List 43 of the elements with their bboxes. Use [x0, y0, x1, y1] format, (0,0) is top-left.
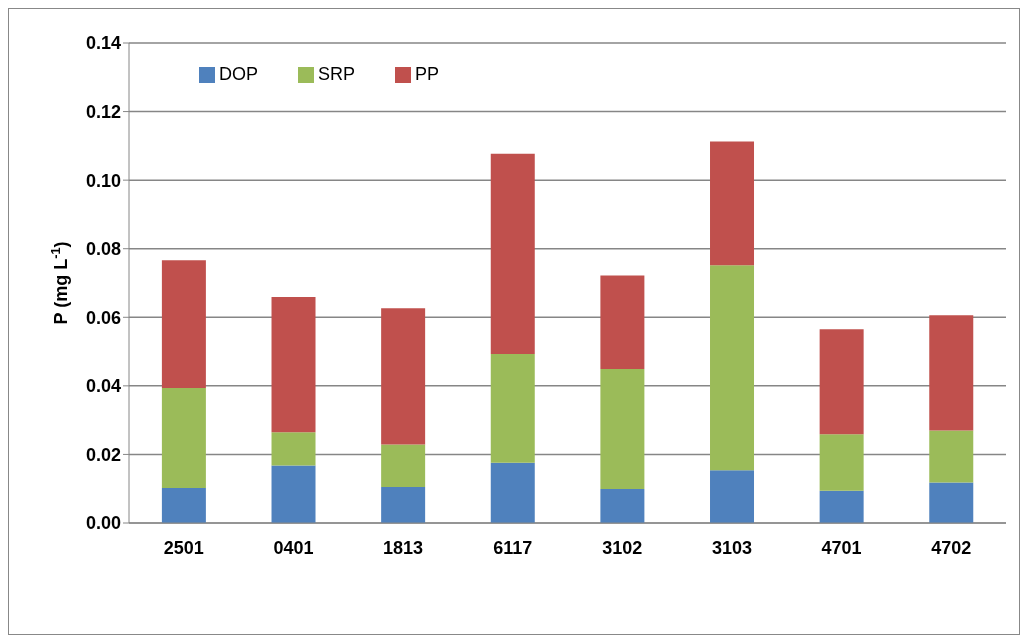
bar: [600, 489, 645, 523]
bar: [710, 265, 755, 471]
x-tick-label: 2501: [163, 537, 204, 558]
bar: [600, 369, 645, 490]
legend-label: SRP: [318, 64, 356, 84]
bar: [819, 329, 864, 435]
bar: [271, 465, 316, 523]
y-tick-label: 0.08: [85, 239, 121, 260]
bar: [710, 141, 755, 266]
bar: [381, 308, 426, 445]
bar: [381, 444, 426, 487]
x-tick-label: 3103: [711, 537, 752, 558]
bar: [490, 462, 535, 523]
bar: [161, 387, 206, 489]
x-tick-label: 4701: [821, 537, 862, 558]
bar: [490, 153, 535, 354]
y-tick-label: 0.02: [85, 444, 121, 465]
bar: [271, 297, 316, 433]
x-tick-label: 4702: [931, 537, 972, 558]
bar: [600, 275, 645, 370]
legend-label: DOP: [219, 64, 259, 84]
x-tick-label: 3102: [602, 537, 643, 558]
bar: [490, 353, 535, 463]
bar: [819, 490, 864, 523]
bar: [929, 482, 974, 523]
y-tick-label: 0.00: [85, 513, 121, 534]
y-tick-label: 0.04: [85, 376, 121, 397]
bar: [161, 488, 206, 523]
x-tick-label: 6117: [493, 537, 533, 558]
bar: [381, 487, 426, 523]
bar: [271, 432, 316, 466]
bar: [161, 260, 206, 388]
y-tick-label: 0.12: [85, 101, 121, 122]
x-tick-label: 1813: [383, 537, 424, 558]
y-tick-label: 0.10: [85, 170, 121, 191]
bar: [710, 470, 755, 523]
x-tick-label: 0401: [273, 537, 314, 558]
bar: [929, 315, 974, 431]
y-tick-label: 0.14: [85, 33, 121, 54]
legend-label: PP: [415, 64, 440, 84]
bar: [929, 430, 974, 483]
bar: [819, 434, 864, 491]
y-tick-label: 0.06: [85, 307, 121, 328]
